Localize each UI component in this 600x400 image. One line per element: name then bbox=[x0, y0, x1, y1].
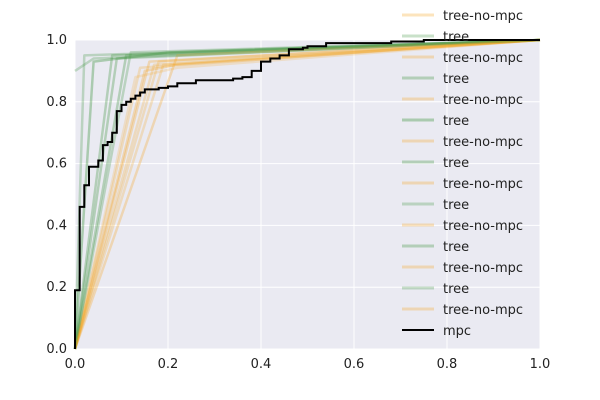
series-line-tree-no-mpc bbox=[73, 38, 541, 350]
series-line-tree-no-mpc bbox=[73, 38, 541, 350]
legend-entry: tree-no-mpc bbox=[402, 93, 523, 108]
x-tick-label: 0.0 bbox=[65, 357, 86, 372]
y-tick-label: 0.2 bbox=[46, 280, 67, 295]
legend-entry: tree-no-mpc bbox=[402, 177, 523, 192]
legend-label: tree-no-mpc bbox=[443, 93, 523, 108]
x-tick-label: 0.8 bbox=[437, 357, 458, 372]
series-line-tree-no-mpc bbox=[73, 38, 541, 350]
legend-entry: tree bbox=[402, 156, 469, 171]
legend-label: tree-no-mpc bbox=[443, 9, 523, 24]
legend-entry: tree-no-mpc bbox=[402, 303, 523, 318]
legend-entry: tree bbox=[402, 240, 469, 255]
legend-entry: tree bbox=[402, 198, 469, 213]
legend-label: tree-no-mpc bbox=[443, 261, 523, 276]
legend-entry: tree-no-mpc bbox=[402, 261, 523, 276]
y-tick-label: 0.0 bbox=[46, 342, 67, 357]
series-line-tree-no-mpc bbox=[73, 38, 541, 350]
legend-entry: tree bbox=[402, 30, 469, 45]
legend: tree-no-mpc tree tree-no-mpc tree tree-no-mp… bbox=[402, 9, 523, 339]
legend-label: tree bbox=[443, 72, 469, 87]
legend-label: tree bbox=[443, 30, 469, 45]
series-line-tree bbox=[73, 38, 541, 350]
series-line-tree bbox=[73, 38, 541, 350]
y-tick-label: 0.8 bbox=[46, 95, 67, 110]
series-line-tree-no-mpc bbox=[73, 38, 541, 350]
series-line-tree bbox=[73, 38, 541, 350]
series-line-tree bbox=[73, 38, 541, 350]
x-tick-label: 0.6 bbox=[344, 357, 365, 372]
x-axis-ticks: 0.0 0.2 0.4 0.6 0.8 1.0 bbox=[65, 357, 551, 372]
legend-entry: tree-no-mpc bbox=[402, 51, 523, 66]
legend-label: tree-no-mpc bbox=[443, 51, 523, 66]
legend-label: tree-no-mpc bbox=[443, 303, 523, 318]
y-axis-ticks: 0.0 0.2 0.4 0.6 0.8 1.0 bbox=[46, 33, 67, 357]
legend-entry: tree-no-mpc bbox=[402, 9, 523, 24]
legend-entry: tree-no-mpc bbox=[402, 219, 523, 234]
y-tick-label: 0.6 bbox=[46, 157, 67, 172]
series-line-tree bbox=[73, 38, 541, 350]
legend-label: tree bbox=[443, 240, 469, 255]
legend-label: tree bbox=[443, 156, 469, 171]
x-tick-label: 1.0 bbox=[530, 357, 551, 372]
series-line-tree bbox=[74, 38, 541, 72]
plot-background bbox=[75, 40, 540, 349]
legend-label: tree-no-mpc bbox=[443, 219, 523, 234]
legend-label: tree-no-mpc bbox=[443, 135, 523, 150]
legend-label: tree-no-mpc bbox=[443, 177, 523, 192]
series-line-tree-no-mpc bbox=[73, 38, 541, 350]
series-layer bbox=[73, 38, 541, 350]
series-line-tree-no-mpc bbox=[73, 38, 541, 350]
legend-entry: tree bbox=[402, 72, 469, 87]
x-tick-label: 0.2 bbox=[158, 357, 179, 372]
x-tick-label: 0.4 bbox=[251, 357, 272, 372]
y-tick-label: 0.4 bbox=[46, 218, 67, 233]
y-tick-label: 1.0 bbox=[46, 33, 67, 48]
legend-entry: tree bbox=[402, 282, 469, 297]
legend-entry: tree bbox=[402, 114, 469, 129]
legend-label: tree bbox=[443, 282, 469, 297]
legend-label: mpc bbox=[443, 324, 471, 339]
grid bbox=[74, 39, 541, 350]
legend-label: tree bbox=[443, 198, 469, 213]
legend-label: tree bbox=[443, 114, 469, 129]
series-line-tree-no-mpc bbox=[73, 38, 541, 350]
legend-entry: tree-no-mpc bbox=[402, 135, 523, 150]
series-line-mpc bbox=[74, 39, 540, 349]
legend-entry: mpc bbox=[402, 324, 471, 339]
